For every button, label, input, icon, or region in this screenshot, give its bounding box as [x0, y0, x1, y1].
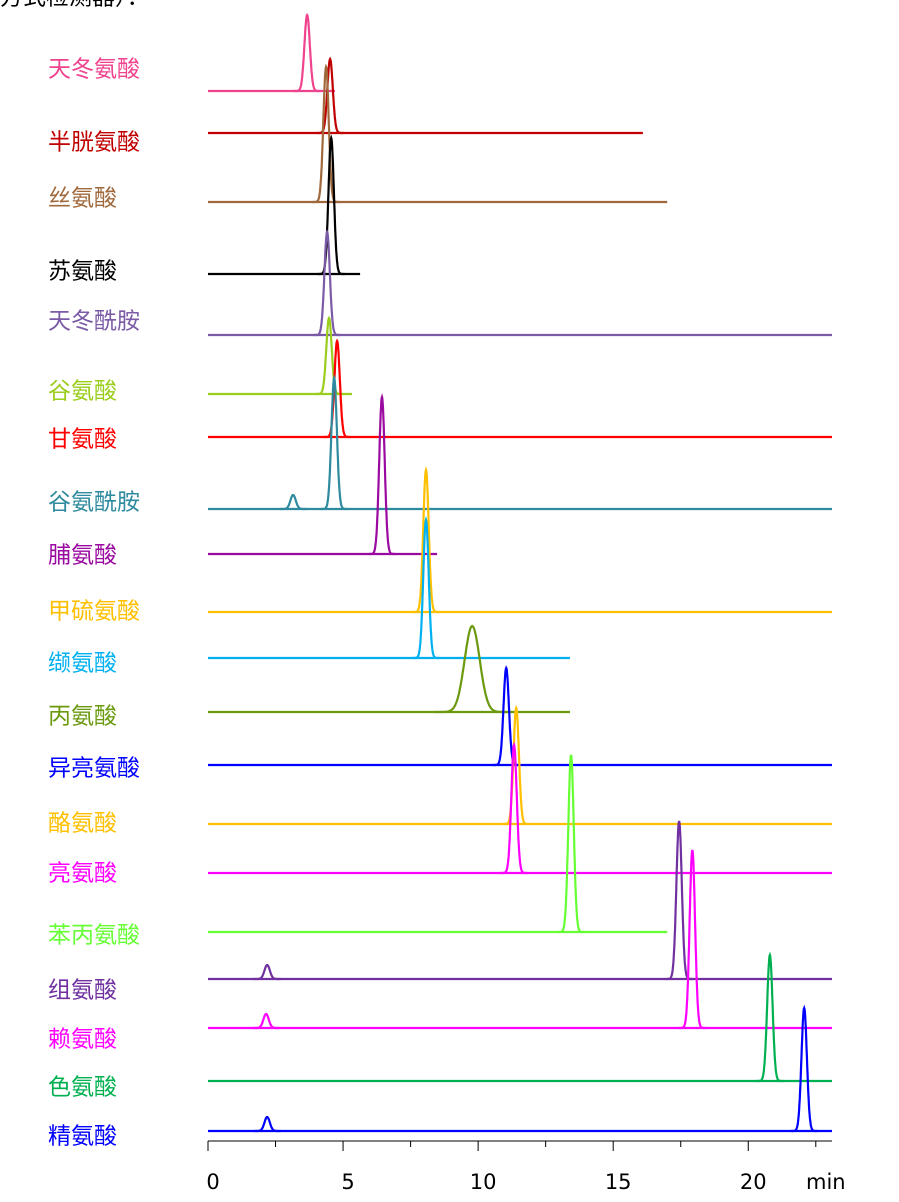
peak [756, 951, 784, 1083]
peak [323, 338, 351, 439]
peak [279, 493, 307, 511]
peak [312, 63, 340, 204]
peak [500, 741, 528, 875]
series-label: 丙氨酸 [48, 704, 117, 730]
peak [790, 1004, 818, 1133]
series-label: 丝氨酸 [48, 186, 117, 212]
x-tick-label: 20 [740, 1170, 767, 1194]
series-label: 苏氨酸 [48, 259, 117, 285]
peak [315, 315, 343, 396]
series-label: 色氨酸 [48, 1075, 117, 1101]
series-label: 异亮氨酸 [48, 756, 140, 782]
peak [293, 12, 321, 93]
peak [434, 624, 510, 714]
peak [412, 515, 440, 660]
series-label: 酪氨酸 [48, 811, 117, 837]
series-label: 组氨酸 [48, 978, 117, 1004]
x-tick-label: 0 [206, 1170, 219, 1194]
peak [557, 754, 585, 934]
series-label: 精氨酸 [48, 1124, 117, 1150]
x-tick-label: 15 [605, 1170, 632, 1194]
peak [253, 1115, 281, 1133]
x-axis-label: min [806, 1170, 846, 1194]
header-fragment: 方式检测器）： [0, 0, 150, 11]
series-label: 脯氨酸 [48, 543, 117, 569]
series-label: 缬氨酸 [48, 651, 117, 677]
series-label: 甘氨酸 [48, 427, 117, 453]
series-label: 赖氨酸 [48, 1027, 117, 1053]
peak [313, 229, 341, 337]
peak [252, 1012, 280, 1030]
series-label: 亮氨酸 [48, 861, 117, 887]
x-tick-label: 5 [341, 1170, 354, 1194]
series-label: 甲硫氨酸 [48, 599, 140, 625]
peak [317, 134, 345, 276]
series-label: 天冬酰胺 [48, 309, 140, 335]
peak [412, 465, 440, 614]
series-label: 天冬氨酸 [48, 57, 140, 83]
peak [502, 704, 530, 826]
series-label: 苯丙氨酸 [48, 923, 140, 949]
peak [316, 56, 344, 135]
series-label: 谷氨酸 [48, 379, 117, 405]
peak [678, 849, 706, 1030]
peak [368, 393, 396, 556]
x-tick-label: 10 [470, 1170, 497, 1194]
series-label: 谷氨酰胺 [48, 490, 140, 516]
peak [320, 374, 348, 511]
peak [253, 963, 281, 981]
series-label: 半胱氨酸 [48, 130, 140, 156]
